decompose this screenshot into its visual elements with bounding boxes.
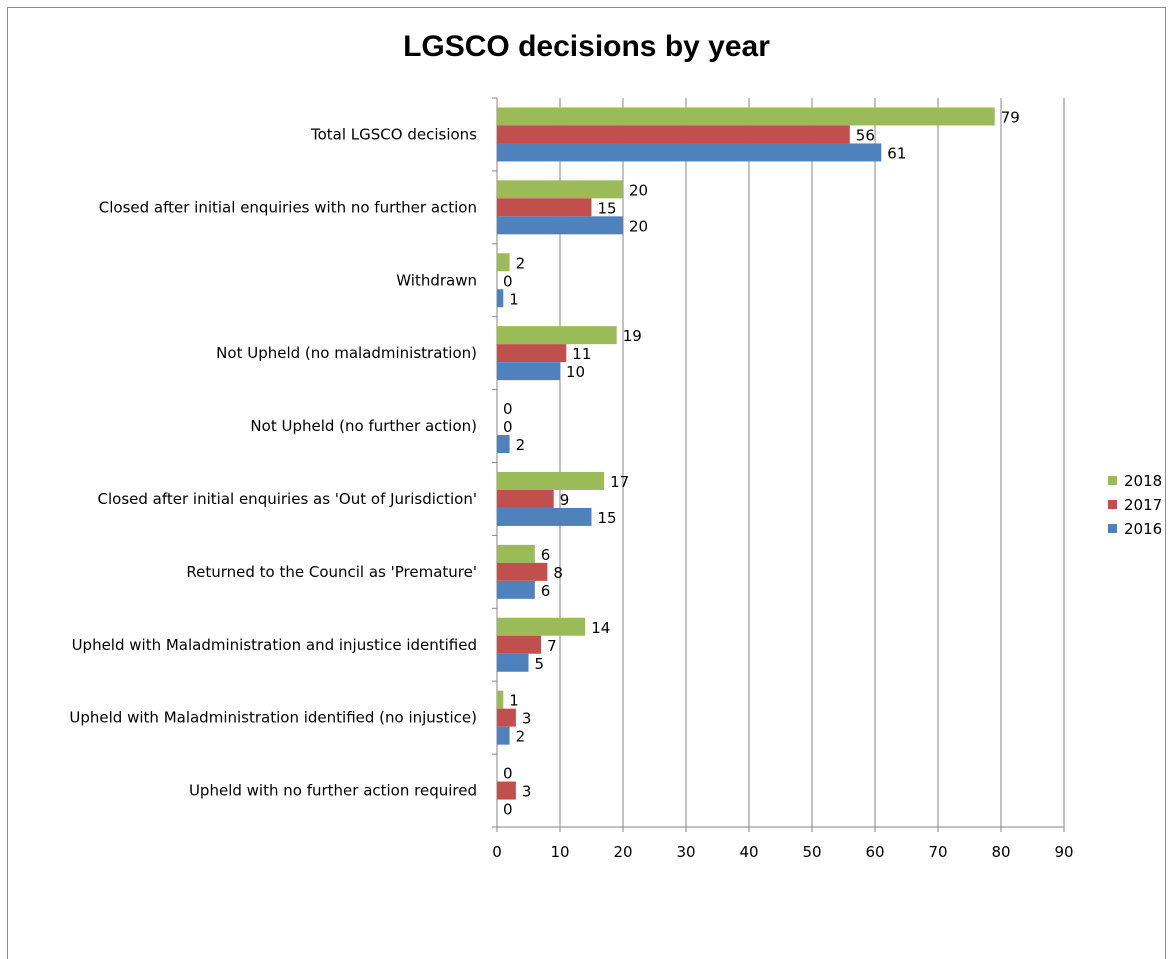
bar-2017 (497, 708, 516, 727)
data-label: 14 (591, 619, 610, 637)
category-label: Closed after initial enquiries as 'Out o… (98, 490, 477, 508)
bar-2018 (497, 617, 586, 636)
data-label: 56 (856, 126, 875, 144)
data-label: 17 (610, 473, 629, 491)
data-label: 11 (572, 345, 591, 363)
category-label: Upheld with Maladministration and injust… (72, 636, 477, 654)
data-label: 3 (522, 710, 532, 728)
x-tick-label: 20 (613, 843, 632, 861)
legend-swatch-2016 (1108, 524, 1117, 533)
bar-2016 (497, 507, 592, 526)
bar-2016 (497, 362, 560, 381)
bar-2018 (497, 253, 510, 272)
data-label: 15 (598, 199, 617, 217)
legend-label: 2017 (1124, 496, 1162, 514)
data-label: 79 (1001, 108, 1020, 126)
bar-2016 (497, 143, 882, 162)
category-label: Upheld with no further action required (189, 782, 477, 800)
bar-2017 (497, 489, 554, 508)
category-label: Returned to the Council as 'Premature' (186, 563, 477, 581)
data-label: 1 (509, 290, 519, 308)
data-label: 0 (503, 801, 513, 819)
data-label: 20 (629, 181, 648, 199)
category-label: Not Upheld (no maladministration) (216, 344, 477, 362)
bar-2018 (497, 107, 995, 126)
data-label: 9 (560, 491, 570, 509)
data-label: 1 (509, 692, 519, 710)
x-tick-label: 60 (865, 843, 884, 861)
data-label: 5 (535, 655, 545, 673)
data-label: 2 (516, 728, 526, 746)
data-label: 0 (503, 765, 513, 783)
data-label: 0 (503, 418, 513, 436)
bar-2018 (497, 544, 535, 563)
bar-2018 (497, 690, 504, 709)
bar-2017 (497, 198, 592, 217)
x-tick-label: 0 (492, 843, 502, 861)
bar-2016 (497, 580, 535, 599)
data-label: 20 (629, 217, 648, 235)
legend-swatch-2017 (1108, 500, 1117, 509)
bar-2016 (497, 289, 504, 308)
bar-2017 (497, 635, 542, 654)
data-label: 15 (598, 509, 617, 527)
data-label: 6 (541, 582, 551, 600)
legend-label: 2018 (1124, 472, 1162, 490)
bar-2016 (497, 435, 510, 454)
data-label: 61 (887, 144, 906, 162)
data-label: 2 (516, 254, 526, 272)
category-label: Total LGSCO decisions (310, 125, 477, 143)
bar-2016 (497, 726, 510, 745)
x-tick-label: 70 (928, 843, 947, 861)
legend-label: 2016 (1124, 520, 1162, 538)
data-label: 10 (566, 363, 585, 381)
bar-2017 (497, 781, 516, 800)
data-label: 0 (503, 400, 513, 418)
x-tick-label: 90 (1054, 843, 1073, 861)
category-label: Withdrawn (396, 271, 477, 289)
category-label: Not Upheld (no further action) (250, 417, 477, 435)
bar-2018 (497, 326, 617, 345)
bar-2016 (497, 216, 623, 235)
x-tick-label: 80 (991, 843, 1010, 861)
bar-2017 (497, 125, 850, 144)
legend-swatch-2018 (1108, 476, 1117, 485)
x-tick-label: 10 (550, 843, 569, 861)
data-label: 0 (503, 272, 513, 290)
chart-title: LGSCO decisions by year (403, 30, 770, 63)
bar-2018 (497, 471, 605, 490)
category-label: Closed after initial enquiries with no f… (99, 198, 477, 216)
category-label: Upheld with Maladministration identified… (69, 709, 477, 727)
data-label: 8 (553, 564, 563, 582)
data-label: 3 (522, 783, 532, 801)
x-tick-label: 40 (739, 843, 758, 861)
data-label: 6 (541, 546, 551, 564)
x-tick-label: 50 (802, 843, 821, 861)
bar-2017 (497, 562, 548, 581)
x-tick-label: 30 (676, 843, 695, 861)
bar-2016 (497, 653, 529, 672)
bar-2018 (497, 180, 623, 199)
data-label: 2 (516, 436, 526, 454)
data-label: 7 (547, 637, 557, 655)
data-label: 19 (623, 327, 642, 345)
bar-2017 (497, 344, 567, 363)
